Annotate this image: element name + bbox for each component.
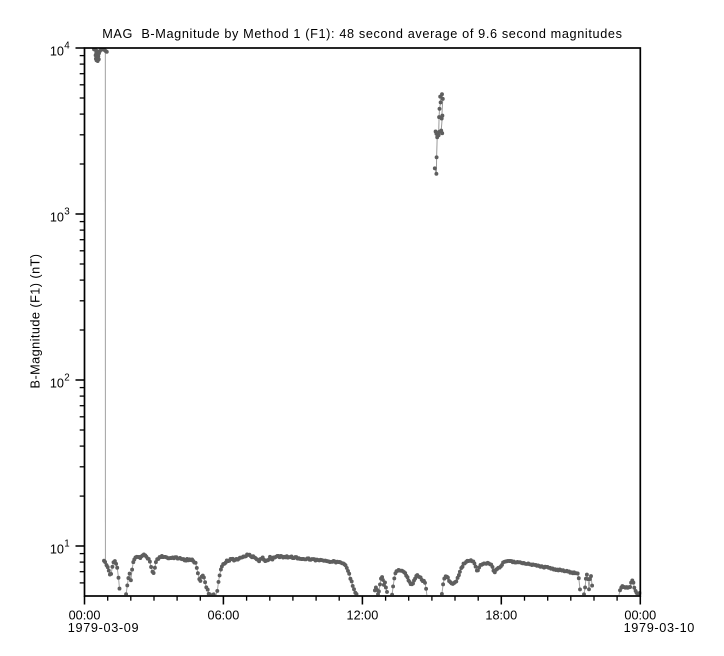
svg-text:4: 4 bbox=[64, 40, 70, 51]
svg-text:18:00: 18:00 bbox=[485, 608, 517, 622]
svg-text:00:00: 00:00 bbox=[69, 608, 101, 622]
svg-text:06:00: 06:00 bbox=[208, 608, 240, 622]
svg-text:10: 10 bbox=[50, 377, 64, 391]
svg-text:10: 10 bbox=[50, 543, 64, 557]
svg-text:2: 2 bbox=[64, 372, 69, 383]
svg-text:10: 10 bbox=[50, 211, 64, 225]
svg-text:B-Magnitude (F1) (nT): B-Magnitude (F1) (nT) bbox=[29, 254, 43, 389]
svg-text:MAG B-Magnitude by Method 1 (: MAG B-Magnitude by Method 1 (F1): 48 sec… bbox=[102, 27, 622, 41]
svg-text:10: 10 bbox=[50, 45, 64, 59]
svg-text:12:00: 12:00 bbox=[347, 608, 379, 622]
svg-text:1979-03-10: 1979-03-10 bbox=[624, 621, 695, 635]
svg-text:3: 3 bbox=[64, 206, 70, 217]
svg-text:00:00: 00:00 bbox=[624, 608, 656, 622]
svg-text:1: 1 bbox=[64, 538, 69, 549]
svg-text:1979-03-09: 1979-03-09 bbox=[68, 621, 139, 635]
